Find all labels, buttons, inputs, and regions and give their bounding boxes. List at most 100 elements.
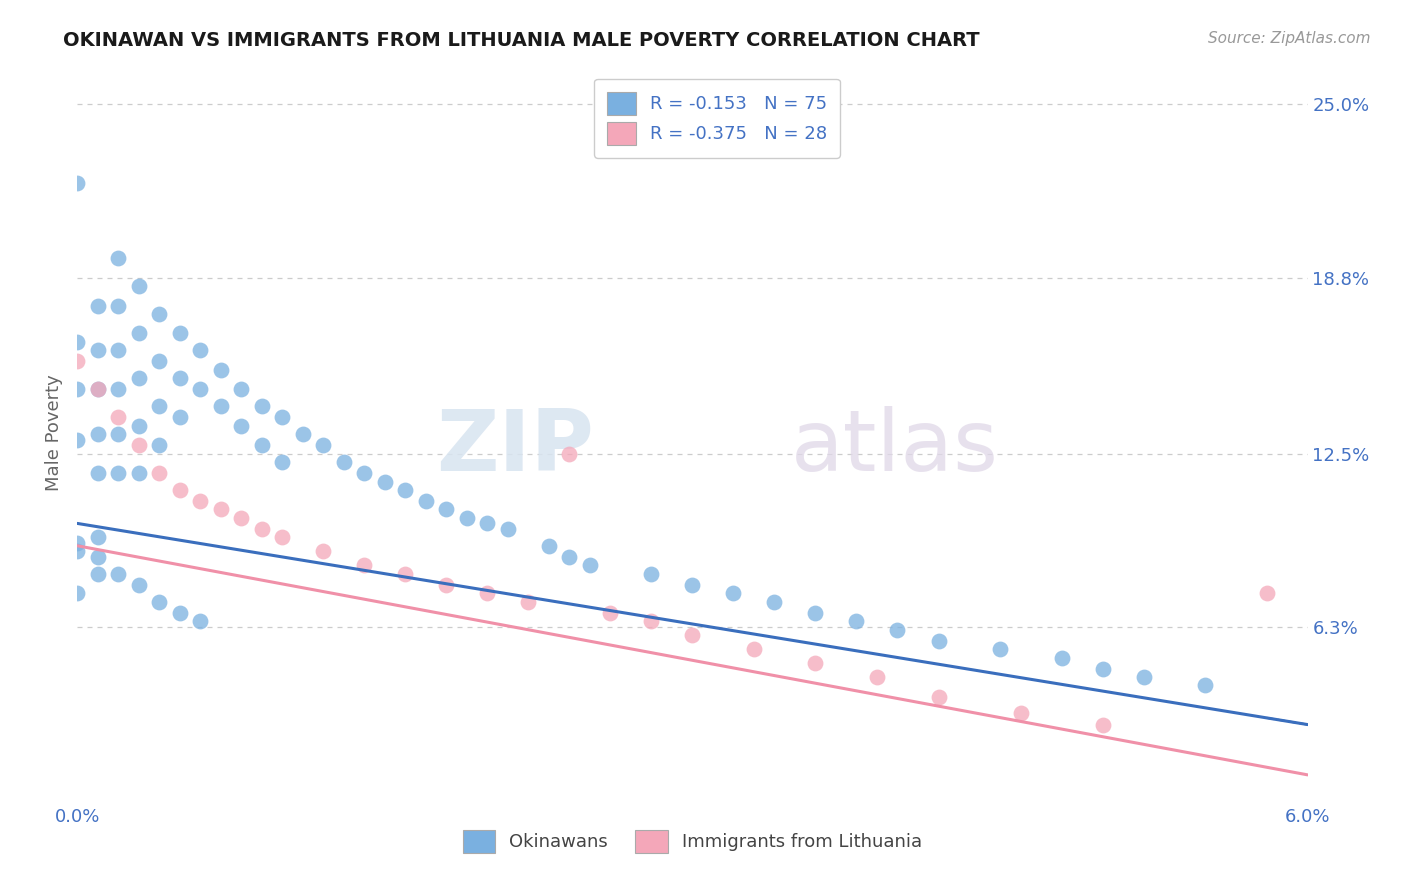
Point [66,586,89,600]
Point [886,623,908,637]
Point [1132,670,1154,684]
Point [107,427,129,442]
Point [107,251,129,265]
Point [66,536,89,550]
Text: ZIP: ZIP [436,406,595,489]
Point [271,455,294,469]
Text: Source: ZipAtlas.com: Source: ZipAtlas.com [1208,31,1371,46]
Point [128,326,150,341]
Point [128,371,150,385]
Point [804,656,827,670]
Point [169,606,191,620]
Point [148,307,170,321]
Point [66,334,89,349]
Point [804,606,827,620]
Point [436,502,458,516]
Point [87,343,110,358]
Point [148,466,170,480]
Point [87,382,110,396]
Point [87,427,110,442]
Point [312,544,335,558]
Point [128,578,150,592]
Point [374,475,396,489]
Point [188,494,212,508]
Point [231,382,253,396]
Point [415,494,437,508]
Y-axis label: Male Poverty: Male Poverty [45,375,63,491]
Text: atlas: atlas [792,406,998,489]
Point [928,690,950,704]
Point [231,511,253,525]
Point [723,586,745,600]
Point [66,433,89,447]
Point [231,418,253,433]
Point [169,410,191,425]
Point [1010,706,1032,721]
Point [128,279,150,293]
Point [188,382,212,396]
Point [148,438,170,452]
Point [640,614,662,628]
Point [209,399,232,413]
Point [333,455,356,469]
Point [271,530,294,544]
Point [742,642,765,657]
Point [107,298,129,312]
Point [107,566,129,581]
Point [517,594,540,608]
Point [599,606,621,620]
Point [148,399,170,413]
Point [579,558,602,573]
Point [107,410,129,425]
Point [188,614,212,628]
Point [87,530,110,544]
Point [169,371,191,385]
Point [845,614,868,628]
Point [312,438,335,452]
Point [271,410,294,425]
Point [682,578,704,592]
Point [496,522,519,536]
Point [640,566,662,581]
Point [66,176,89,190]
Point [988,642,1011,657]
Point [477,586,499,600]
Point [66,354,89,368]
Point [107,343,129,358]
Point [1050,650,1073,665]
Point [209,363,232,377]
Point [558,446,581,460]
Point [209,502,232,516]
Point [250,522,273,536]
Point [128,418,150,433]
Point [353,558,375,573]
Point [537,539,560,553]
Point [436,578,458,592]
Point [169,483,191,497]
Point [1091,717,1114,731]
Point [107,466,129,480]
Point [128,438,150,452]
Point [1091,662,1114,676]
Point [66,382,89,396]
Point [107,382,129,396]
Point [87,298,110,312]
Point [763,594,786,608]
Point [456,511,478,525]
Point [250,438,273,452]
Point [87,566,110,581]
Point [928,633,950,648]
Point [353,466,375,480]
Point [128,466,150,480]
Point [148,594,170,608]
Point [558,549,581,564]
Point [148,354,170,368]
Point [87,466,110,480]
Point [291,427,314,442]
Text: OKINAWAN VS IMMIGRANTS FROM LITHUANIA MALE POVERTY CORRELATION CHART: OKINAWAN VS IMMIGRANTS FROM LITHUANIA MA… [63,31,980,50]
Point [188,343,212,358]
Point [66,544,89,558]
Legend: Okinawans, Immigrants from Lithuania: Okinawans, Immigrants from Lithuania [456,822,929,861]
Point [87,382,110,396]
Point [866,670,889,684]
